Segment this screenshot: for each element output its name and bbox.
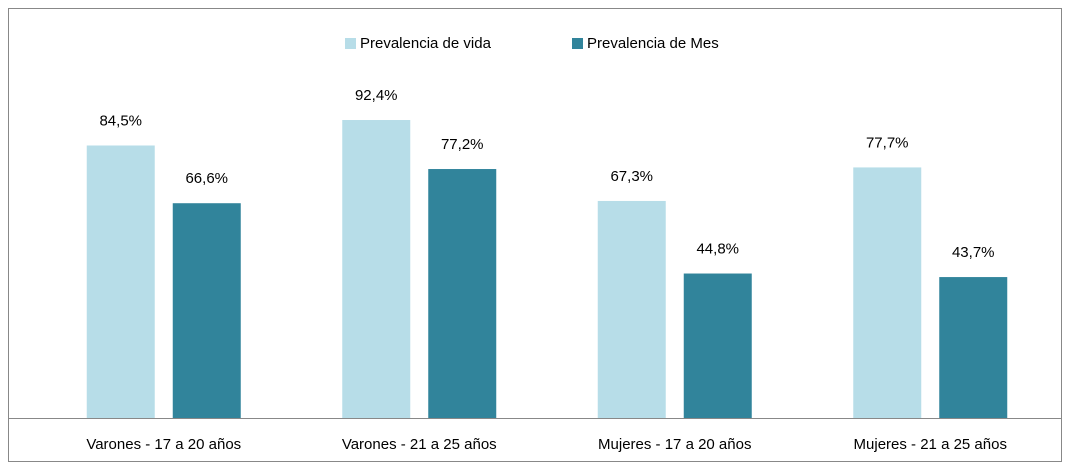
bar: [939, 277, 1008, 418]
legend-label: Prevalencia de vida: [360, 35, 492, 52]
bar: [86, 145, 155, 419]
x-tick-label: Varones - 21 a 25 años: [342, 436, 497, 453]
data-label: 77,7%: [866, 134, 909, 151]
x-tick-label: Mujeres - 21 a 25 años: [854, 436, 1007, 453]
data-label: 84,5%: [99, 112, 142, 129]
data-label: 44,8%: [696, 240, 739, 257]
legend-label: Prevalencia de Mes: [587, 35, 719, 52]
data-label: 92,4%: [355, 87, 398, 104]
legend-swatch: [572, 38, 583, 49]
x-tick-label: Mujeres - 17 a 20 años: [598, 436, 751, 453]
x-tick-label: Varones - 17 a 20 años: [86, 436, 241, 453]
bar: [342, 120, 411, 418]
data-label: 77,2%: [441, 136, 484, 153]
bar: [172, 203, 241, 418]
data-label: 67,3%: [610, 168, 653, 185]
data-label: 66,6%: [185, 170, 228, 187]
bar: [683, 273, 752, 418]
bar: [853, 167, 922, 418]
data-label: 43,7%: [952, 244, 995, 261]
bar: [428, 169, 497, 418]
bar: [597, 200, 666, 418]
legend-swatch: [345, 38, 356, 49]
